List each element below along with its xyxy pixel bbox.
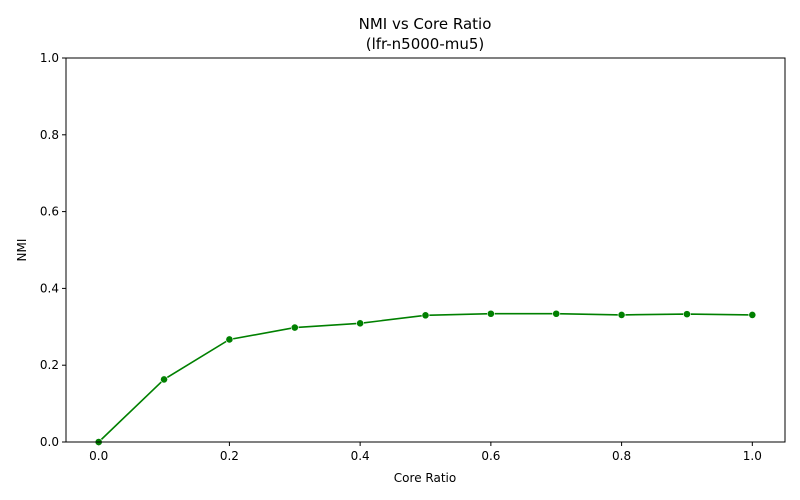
x-tick-label: 0.0	[89, 449, 108, 463]
x-axis-label: Core Ratio	[394, 471, 456, 485]
x-tick-label: 1.0	[743, 449, 762, 463]
y-tick-label: 0.2	[40, 358, 59, 372]
y-axis-ticks: 0.0 0.2 0.4 0.6 0.8 1.0	[40, 51, 66, 449]
data-point	[290, 323, 299, 332]
plot-frame	[65, 57, 786, 443]
chart-title: NMI vs Core Ratio	[359, 15, 492, 33]
data-point	[486, 309, 495, 318]
y-tick-label: 0.8	[40, 128, 59, 142]
y-tick-label: 0.6	[40, 205, 59, 219]
series-group	[94, 309, 757, 446]
x-tick-label: 0.4	[351, 449, 370, 463]
data-point	[617, 310, 626, 319]
x-tick-label: 0.2	[220, 449, 239, 463]
data-point	[160, 375, 168, 384]
y-tick-label: 1.0	[40, 51, 59, 65]
y-tick-label: 0.4	[40, 281, 59, 295]
y-tick-label: 0.0	[40, 435, 59, 449]
data-point	[421, 311, 430, 320]
x-tick-label: 0.8	[612, 449, 631, 463]
data-point	[683, 310, 691, 319]
chart-subtitle: (lfr-n5000-mu5)	[366, 35, 485, 53]
x-axis-ticks: 0.0 0.2 0.4 0.6 0.8 1.0	[89, 442, 762, 463]
series-line	[98, 312, 753, 443]
y-axis-label: NMI	[15, 239, 29, 262]
x-tick-label: 0.6	[481, 449, 500, 463]
data-point	[552, 309, 561, 318]
data-point	[356, 319, 365, 328]
data-point	[225, 335, 234, 344]
data-point	[748, 310, 757, 319]
